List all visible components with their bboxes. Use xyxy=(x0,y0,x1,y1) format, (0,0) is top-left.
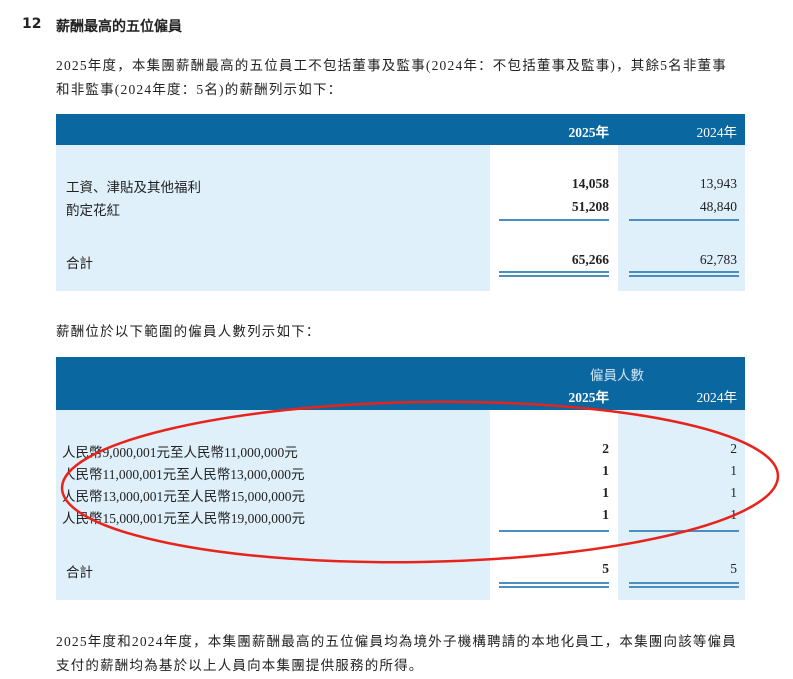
outro-line-2: 支付的薪酬均為基於以上人員向本集團提供服務的所得。 xyxy=(56,658,424,673)
row-value-2025: 14,058 xyxy=(571,176,609,191)
row-value-2025: 1 xyxy=(602,463,609,478)
row-label: 工資、津貼及其他福利 xyxy=(66,180,201,195)
row-value-2024: 48,840 xyxy=(699,199,737,214)
shade-right xyxy=(618,410,745,600)
mid-text: 薪酬位於以下範圍的僱員人數列示如下： xyxy=(56,324,321,339)
total-2025: 5 xyxy=(602,561,609,576)
table-header xyxy=(56,114,745,145)
row-value-2024: 1 xyxy=(730,463,737,478)
total-label: 合計 xyxy=(66,565,93,580)
total-line xyxy=(499,586,609,588)
row-label: 人民幣15,000,001元至人民幣19,000,000元 xyxy=(62,511,305,526)
total-2024: 5 xyxy=(730,561,737,576)
row-label: 人民幣11,000,001元至人民幣13,000,000元 xyxy=(62,467,305,482)
shade-left xyxy=(56,145,490,291)
table-header xyxy=(56,357,745,410)
row-value-2025: 1 xyxy=(602,507,609,522)
header-2025: 2025年 xyxy=(568,390,610,405)
outro-line-1: 2025年度和2024年度，本集團薪酬最高的五位僱員均為境外子機構聘請的本地化員… xyxy=(56,634,737,649)
row-value-2025: 51,208 xyxy=(571,199,609,214)
row-label: 人民幣13,000,001元至人民幣15,000,000元 xyxy=(62,489,305,504)
total-line xyxy=(499,271,609,273)
total-line xyxy=(499,275,609,277)
subtotal-line xyxy=(499,530,609,532)
row-label: 酌定花紅 xyxy=(66,203,120,218)
row-value-2025: 1 xyxy=(602,485,609,500)
row-value-2024: 2 xyxy=(730,441,737,456)
header-2024: 2024年 xyxy=(696,125,738,140)
total-line xyxy=(629,271,739,273)
header-2024: 2024年 xyxy=(696,390,738,405)
row-value-2024: 13,943 xyxy=(699,176,737,191)
total-line xyxy=(629,582,739,584)
row-value-2025: 2 xyxy=(602,441,609,456)
total-line xyxy=(499,582,609,584)
section-number: 12 xyxy=(22,16,42,32)
subtotal-line xyxy=(629,219,739,221)
group-header: 僱員人數 xyxy=(590,368,644,383)
row-value-2024: 1 xyxy=(730,485,737,500)
row-label: 人民幣9,000,001元至人民幣11,000,000元 xyxy=(62,445,298,460)
header-2025: 2025年 xyxy=(568,125,610,140)
total-line xyxy=(629,586,739,588)
total-2024: 62,783 xyxy=(699,252,737,267)
total-2025: 65,266 xyxy=(571,252,609,267)
intro-line-1: 2025年度，本集團薪酬最高的五位員工不包括董事及監事(2024年：不包括董事及… xyxy=(56,58,727,73)
total-label: 合計 xyxy=(66,256,93,271)
shade-right xyxy=(618,145,745,291)
subtotal-line xyxy=(499,219,609,221)
total-line xyxy=(629,275,739,277)
intro-line-2: 和非監事(2024年度：5名)的薪酬列示如下： xyxy=(56,82,343,97)
section-title: 薪酬最高的五位僱員 xyxy=(56,19,182,35)
